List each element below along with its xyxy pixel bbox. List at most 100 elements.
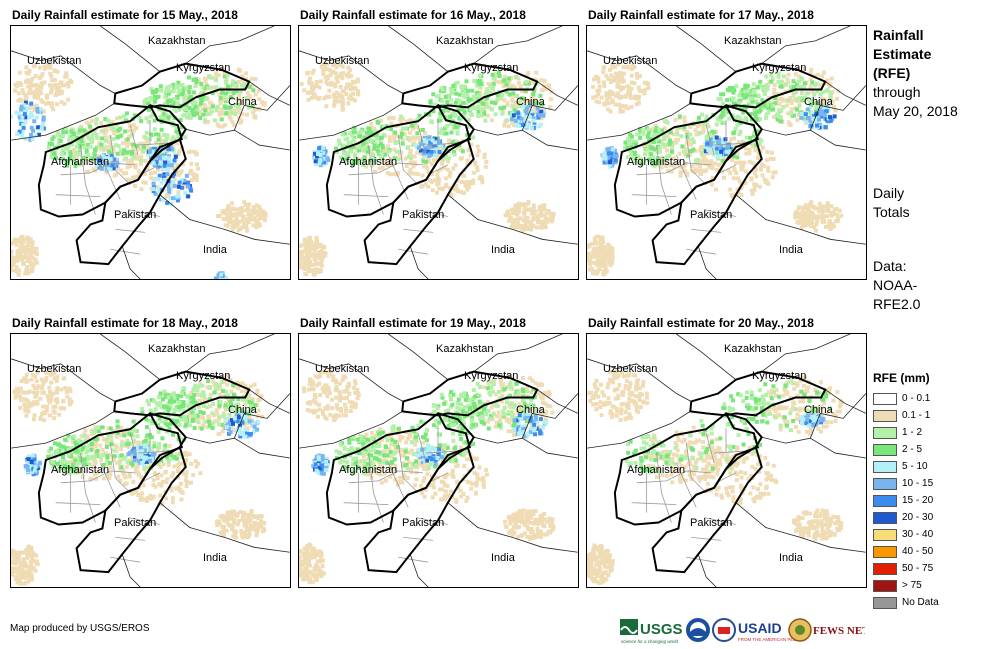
legend-swatch [873, 443, 897, 456]
province-border [426, 142, 458, 146]
country-border [100, 334, 161, 380]
country-label-kazakhstan: Kazakhstan [724, 343, 782, 355]
legend-item: 0.1 - 1 [873, 407, 939, 424]
focus-country-outline [363, 445, 475, 574]
province-border [656, 453, 672, 523]
focus-country-outline [75, 445, 187, 574]
country-label-kyrgyzstan: Kyrgyzstan [176, 62, 231, 74]
focus-country-outline [437, 104, 475, 140]
map-frame: Kazakhstan Uzbekistan Kyrgyzstan China Afgha… [298, 25, 579, 280]
focus-country-outline [401, 370, 539, 417]
country-border [248, 81, 290, 106]
country-border [299, 50, 404, 94]
map-frame: Kazakhstan Uzbekistan Kyrgyzstan China Afgha… [10, 25, 291, 280]
rainfall-cells [11, 370, 267, 586]
focus-country-outline [149, 412, 187, 448]
rainfall-cells [587, 62, 844, 277]
focus-country-outline [149, 104, 187, 140]
province-border [691, 228, 722, 233]
country-label-kazakhstan: Kazakhstan [148, 35, 206, 47]
legend-item: 40 - 50 [873, 543, 939, 560]
map-frame: Kazakhstan Uzbekistan Kyrgyzstan China Afgha… [586, 333, 867, 588]
country-border [233, 393, 290, 439]
panel-title: Daily Rainfall estimate for 15 May., 201… [12, 8, 238, 22]
rainfall-map [299, 26, 578, 279]
province-border [685, 443, 707, 494]
map-panel-0: Daily Rainfall estimate for 15 May., 201… [10, 8, 291, 280]
province-border [417, 433, 427, 464]
usgs-text: USGS [640, 621, 683, 638]
province-border [403, 536, 434, 541]
logos-strip: USGS science for a changing world USAID … [620, 618, 865, 644]
legend: RFE (mm) 0 - 0.1 0.1 - 1 1 - 2 2 - 5 5 - 10 1… [873, 371, 939, 611]
country-border [697, 554, 717, 587]
legend-swatch [873, 596, 897, 609]
country-border [676, 26, 737, 72]
map-frame: Kazakhstan Uzbekistan Kyrgyzstan China Afgha… [10, 333, 291, 588]
country-border [587, 358, 692, 402]
province-border [686, 248, 717, 255]
province-border [129, 433, 139, 464]
legend-label: 30 - 40 [902, 529, 934, 540]
legend-item: 50 - 75 [873, 560, 939, 577]
rainfall-map [299, 334, 578, 587]
rainfall-cells [299, 61, 556, 277]
province-border [60, 470, 136, 484]
focus-country-outline [725, 412, 763, 448]
country-label-china: China [804, 404, 833, 416]
panel-title: Daily Rainfall estimate for 20 May., 201… [588, 316, 814, 330]
legend-label: 15 - 20 [902, 495, 934, 506]
country-label-pakistan: Pakistan [402, 209, 445, 221]
country-border [11, 411, 115, 449]
province-border [398, 248, 429, 255]
country-border [697, 246, 717, 279]
province-border [714, 450, 746, 454]
province-border [368, 453, 384, 523]
legend-swatch [873, 579, 897, 592]
country-label-uzbekistan: Uzbekistan [603, 55, 658, 67]
country-label-kyrgyzstan: Kyrgyzstan [752, 370, 807, 382]
country-border [121, 246, 141, 279]
country-border [447, 502, 578, 553]
country-border [388, 334, 449, 380]
country-border [299, 103, 403, 141]
side-title-line: Estimate [873, 46, 932, 62]
country-label-afghanistan: Afghanistan [627, 464, 686, 476]
legend-swatch [873, 494, 897, 507]
focus-country-outline [689, 370, 827, 417]
country-label-india: India [203, 244, 227, 256]
focus-country-outline [113, 62, 251, 109]
province-border [705, 125, 715, 156]
rainfall-map [587, 334, 866, 587]
country-border [824, 389, 866, 414]
country-border [299, 358, 404, 402]
country-label-kyrgyzstan: Kyrgyzstan [752, 62, 807, 74]
province-border [138, 450, 170, 454]
country-border [121, 554, 141, 587]
country-border [521, 393, 578, 439]
province-border [80, 145, 96, 215]
focus-country-outline [75, 137, 187, 266]
province-border [100, 154, 121, 200]
province-border [691, 536, 722, 541]
fewsnet-logo: FEWS NET [788, 618, 865, 642]
province-border [631, 194, 677, 198]
province-border [417, 125, 427, 156]
country-border [299, 411, 403, 449]
country-label-india: India [491, 552, 515, 564]
country-label-afghanistan: Afghanistan [51, 156, 110, 168]
panel-title: Daily Rainfall estimate for 18 May., 201… [12, 316, 238, 330]
country-label-uzbekistan: Uzbekistan [27, 363, 82, 375]
country-label-uzbekistan: Uzbekistan [603, 363, 658, 375]
credit-text: Map produced by USGS/EROS [10, 623, 150, 634]
country-border [409, 246, 429, 279]
side-daily-totals: Daily Totals [873, 184, 910, 222]
focus-country-outline [437, 412, 475, 448]
country-border [676, 334, 737, 380]
legend-item: 1 - 2 [873, 424, 939, 441]
province-border [704, 517, 737, 525]
rainfall-cells [587, 369, 844, 586]
country-border [100, 26, 161, 72]
legend-label: 0.1 - 1 [902, 410, 931, 421]
country-label-afghanistan: Afghanistan [339, 156, 398, 168]
